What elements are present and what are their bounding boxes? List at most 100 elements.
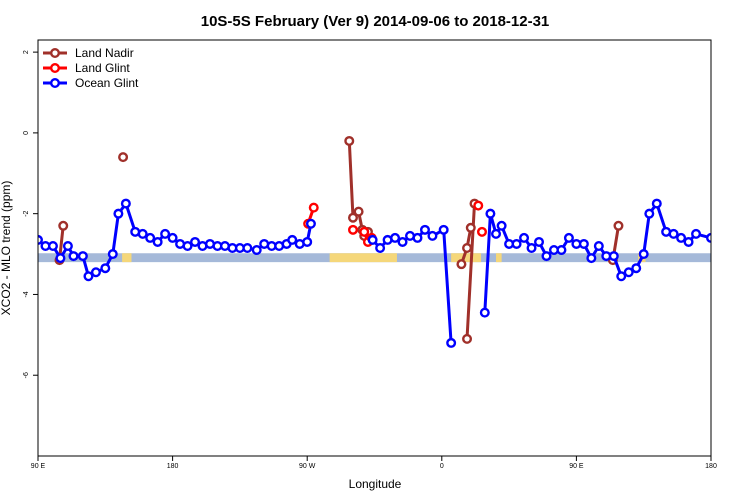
data-point [479, 307, 490, 318]
plot-frame [37, 39, 712, 457]
data-point [167, 232, 178, 243]
data-point [593, 240, 604, 251]
data-point [160, 228, 171, 239]
data-point [462, 242, 473, 253]
x-tick-label: 0 [440, 463, 444, 470]
x-tick-label: 90 E [31, 463, 46, 470]
y-tick-label: 2 [23, 50, 30, 54]
data-point [62, 240, 73, 251]
data-point [348, 212, 359, 223]
data-point [152, 236, 163, 247]
legend-label: Land Nadir [75, 46, 134, 60]
data-point [456, 259, 467, 270]
data-point [683, 236, 694, 247]
data-point [613, 220, 624, 231]
data-point [348, 224, 359, 235]
legend-item-land-nadir: Land Nadir [43, 46, 134, 60]
data-point [644, 208, 655, 219]
data-point [353, 206, 364, 217]
legend-swatch-marker [50, 48, 61, 59]
data-point [397, 236, 408, 247]
legend-swatch-marker [50, 62, 61, 73]
data-point [651, 198, 662, 209]
band-land [329, 253, 397, 263]
data-point [717, 153, 725, 161]
data-point [511, 238, 522, 249]
data-point [541, 251, 552, 262]
data-point [359, 226, 370, 237]
data-point [68, 251, 79, 262]
x-tick-label: 90 W [299, 463, 316, 470]
data-point [83, 271, 94, 282]
data-point [419, 224, 430, 235]
data-point [390, 232, 401, 243]
data-point [631, 263, 642, 274]
data-point [107, 249, 118, 260]
y-tick-label: -2 [23, 210, 30, 216]
data-point [190, 236, 201, 247]
data-point [491, 228, 502, 239]
legend-item-land-glint: Land Glint [43, 61, 130, 75]
data-point [526, 242, 537, 253]
y-axis: 2 0 -2 -4 -6 [23, 50, 38, 378]
data-point [676, 232, 687, 243]
x-tick-label: 180 [705, 463, 717, 470]
data-point [608, 251, 619, 262]
band-land [122, 253, 132, 263]
data-point [462, 333, 473, 344]
data-point [251, 245, 262, 256]
data-point [287, 234, 298, 245]
data-point [145, 232, 156, 243]
y-tick-label: -6 [23, 372, 30, 378]
data-point [465, 222, 476, 233]
y-axis-label: XCO2 - MLO trend (ppm) [0, 181, 13, 316]
data-point [182, 240, 193, 251]
data-point [616, 271, 627, 282]
chart-title: 10S-5S February (Ver 9) 2014-09-06 to 20… [201, 13, 550, 30]
legend-swatch-marker [50, 77, 61, 88]
data-point [120, 198, 131, 209]
data-point [476, 226, 487, 237]
data-point [706, 232, 711, 243]
x-tick-label: 90 E [569, 463, 584, 470]
band-land [496, 253, 502, 263]
series-ocean-glint [38, 198, 711, 348]
data-point [668, 228, 679, 239]
data-point [427, 230, 438, 241]
data-point [375, 242, 386, 253]
data-point [242, 242, 253, 253]
data-point [412, 232, 423, 243]
data-point [308, 202, 319, 213]
legend-label: Land Glint [75, 61, 130, 75]
legend-label: Ocean Glint [75, 76, 139, 90]
data-point [623, 267, 634, 278]
data-point [344, 135, 355, 146]
data-point [519, 232, 530, 243]
y-tick-label: 0 [23, 131, 30, 135]
data-point [90, 267, 101, 278]
x-tick-label: 180 [167, 463, 179, 470]
data-point [367, 234, 378, 245]
data-point [100, 263, 111, 274]
data-point [485, 208, 496, 219]
data-point [473, 200, 484, 211]
data-point [496, 220, 507, 231]
data-point [113, 208, 124, 219]
x-axis-label: Longitude [349, 477, 402, 491]
series-layer [38, 135, 725, 348]
data-point [563, 232, 574, 243]
data-point [305, 218, 316, 229]
band-land [451, 253, 482, 263]
x-axis: 90 E 180 90 W 0 90 E 180 [31, 456, 717, 470]
data-point [302, 236, 313, 247]
data-point [58, 220, 69, 231]
data-point [586, 253, 597, 264]
legend-item-ocean-glint: Ocean Glint [43, 76, 139, 90]
data-point [137, 228, 148, 239]
data-point [47, 240, 58, 251]
y-tick-label: -4 [23, 291, 30, 297]
data-point [534, 236, 545, 247]
data-point [691, 228, 702, 239]
